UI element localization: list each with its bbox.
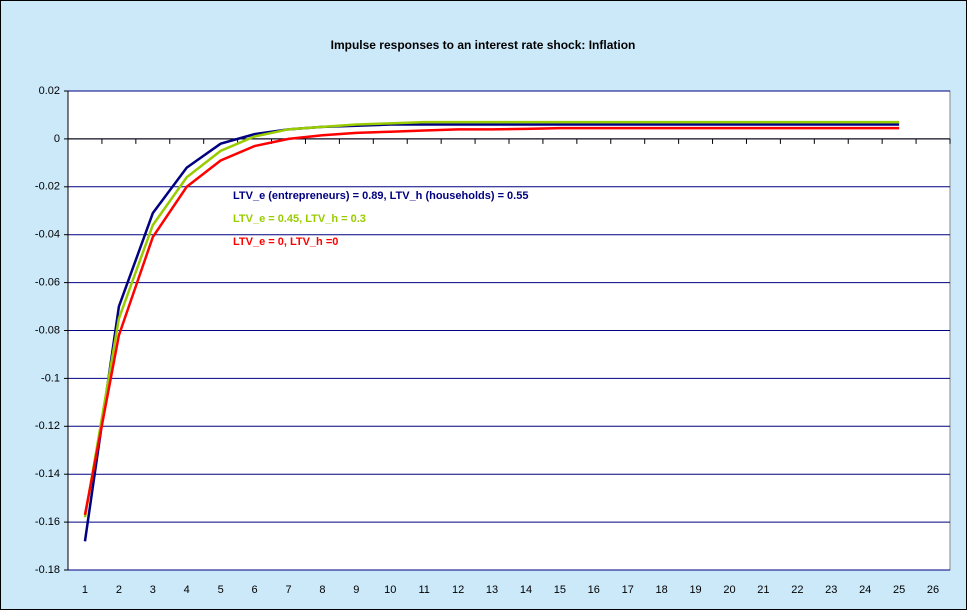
x-tick-label: 19	[689, 584, 701, 596]
x-tick-label: 13	[486, 584, 498, 596]
legend-label: LTV_e = 0.45, LTV_h = 0.3	[233, 213, 366, 225]
x-tick-label: 21	[757, 584, 769, 596]
y-tick-label: -0.04	[35, 229, 60, 241]
x-tick-label: 18	[656, 584, 668, 596]
chart-title: Impulse responses to an interest rate sh…	[331, 38, 636, 52]
x-tick-label: 22	[791, 584, 803, 596]
y-tick-label: -0.18	[35, 564, 60, 576]
x-tick-label: 6	[252, 584, 258, 596]
series-line	[83, 126, 900, 516]
x-tick-label: 7	[285, 584, 291, 596]
x-tick-label: 16	[588, 584, 600, 596]
x-tick-label: 9	[353, 584, 359, 596]
legend-label: LTV_e (entrepreneurs) = 0.89, LTV_h (hou…	[233, 190, 528, 202]
y-tick-label: -0.14	[35, 468, 60, 480]
y-tick-label: -0.06	[35, 277, 60, 289]
series-line	[83, 120, 900, 518]
x-tick-label: 11	[418, 584, 429, 596]
y-tick-label: 0.02	[39, 85, 60, 97]
x-tick-label: 4	[184, 584, 190, 596]
x-tick-label: 25	[893, 584, 905, 596]
y-tick-label: -0.02	[35, 181, 60, 193]
x-tick-label: 12	[452, 584, 464, 596]
series-line	[83, 123, 900, 542]
x-tick-label: 15	[554, 584, 566, 596]
x-tick-label: 8	[319, 584, 325, 596]
legend-label: LTV_e = 0, LTV_h =0	[233, 236, 338, 248]
y-tick-label: -0.12	[35, 420, 60, 432]
x-tick-label: 23	[825, 584, 837, 596]
x-tick-label: 2	[116, 584, 122, 596]
x-tick-label: 20	[723, 584, 735, 596]
x-tick-label: 10	[384, 584, 396, 596]
x-tick-label: 3	[150, 584, 156, 596]
x-tick-label: 26	[927, 584, 939, 596]
y-tick-label: -0.08	[35, 324, 60, 336]
x-tick-label: 5	[218, 584, 224, 596]
x-tick-label: 1	[82, 584, 88, 596]
x-tick-label: 14	[520, 584, 532, 596]
x-tick-label: 17	[622, 584, 634, 596]
y-tick-label: -0.1	[41, 372, 60, 384]
y-tick-label: -0.16	[35, 516, 60, 528]
y-tick-label: 0	[54, 133, 60, 145]
x-tick-label: 24	[859, 584, 871, 596]
